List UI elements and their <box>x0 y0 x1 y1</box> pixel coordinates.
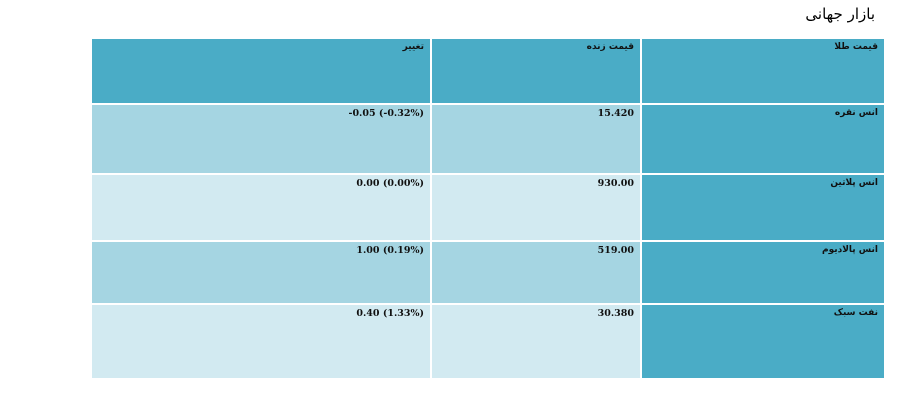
row-label: نفت سبک <box>640 302 886 381</box>
change-cell: 0.40 (1.33%) <box>90 302 432 381</box>
row-label: انس پالادیوم <box>640 240 886 305</box>
table-body: انس نقره 15.420 -0.05 (-0.32%) انس پلاتی… <box>90 103 886 381</box>
change-cell: -0.05 (-0.32%) <box>90 103 432 175</box>
live-price-cell: 519.00 <box>430 240 642 305</box>
change-cell: 0.00 (0.00%) <box>90 172 432 243</box>
row-label: انس نقره <box>640 103 886 175</box>
live-price-cell: 30.380 <box>430 302 642 381</box>
table-row-platinum-ounce: انس پلاتین 930.00 0.00 (0.00%) <box>90 172 886 243</box>
change-value: 1.00 (0.19%) <box>356 245 424 257</box>
column-header-live-price: قیمت زنده <box>430 37 642 105</box>
table-header: قیمت طلا قیمت زنده تغییر <box>90 37 886 105</box>
change-value: 0.00 (0.00%) <box>356 177 424 189</box>
table-row-palladium-ounce: انس پالادیوم 519.00 1.00 (0.19%) <box>90 240 886 305</box>
column-header-gold-price: قیمت طلا <box>640 37 886 105</box>
table-row-light-crude: نفت سبک 30.380 0.40 (1.33%) <box>90 302 886 381</box>
header-row: قیمت طلا قیمت زنده تغییر <box>90 37 886 105</box>
world-market-table: قیمت طلا قیمت زنده تغییر انس نقره 15.420… <box>90 37 886 381</box>
change-cell: 1.00 (0.19%) <box>90 240 432 305</box>
row-label: انس پلاتین <box>640 172 886 243</box>
change-value: 0.40 (1.33%) <box>356 307 424 319</box>
page-title: بازار جهانی <box>805 5 875 23</box>
live-price-cell: 15.420 <box>430 103 642 175</box>
table-row-silver-ounce: انس نقره 15.420 -0.05 (-0.32%) <box>90 103 886 175</box>
live-price-cell: 930.00 <box>430 172 642 243</box>
change-value: -0.05 (-0.32%) <box>348 108 425 119</box>
column-header-change: تغییر <box>90 37 432 105</box>
